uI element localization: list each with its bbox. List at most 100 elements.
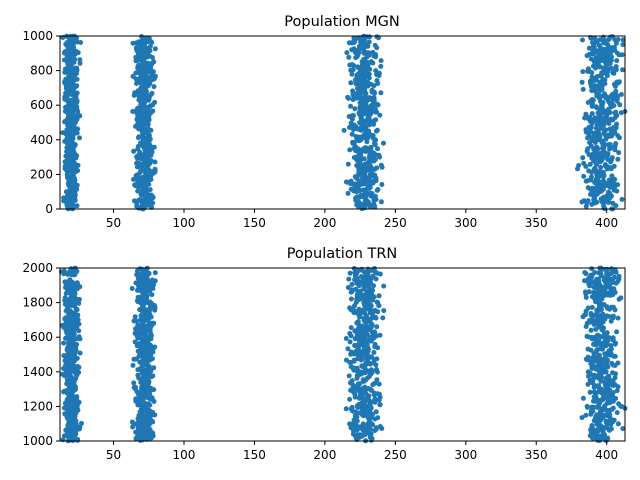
- data-point: [356, 200, 362, 205]
- data-point: [65, 156, 71, 162]
- data-point: [599, 57, 604, 63]
- data-point: [134, 318, 140, 324]
- x-tick-label: 250: [384, 216, 407, 230]
- data-point: [598, 99, 604, 105]
- data-point: [64, 287, 70, 292]
- data-point: [66, 371, 72, 377]
- data-point: [378, 162, 384, 168]
- data-point: [618, 295, 624, 301]
- data-point: [136, 179, 142, 185]
- data-point: [74, 182, 80, 188]
- data-point: [65, 280, 71, 286]
- data-point: [139, 378, 145, 383]
- data-point: [365, 161, 371, 167]
- data-point: [583, 412, 589, 418]
- data-point: [144, 367, 150, 372]
- data-point: [366, 346, 371, 352]
- data-point: [381, 140, 386, 146]
- data-point: [65, 64, 71, 70]
- data-point: [355, 268, 361, 274]
- data-point: [351, 46, 357, 52]
- data-point: [76, 300, 82, 306]
- data-point: [606, 314, 612, 319]
- data-point: [366, 167, 372, 173]
- data-point: [356, 325, 362, 331]
- y-tick-label: 1400: [22, 365, 53, 379]
- data-point: [363, 127, 369, 133]
- data-point: [376, 293, 382, 299]
- data-point: [133, 70, 139, 76]
- data-point: [145, 395, 151, 401]
- data-point: [361, 308, 367, 314]
- data-point: [374, 367, 379, 372]
- data-point: [611, 274, 617, 280]
- data-point: [359, 369, 365, 375]
- data-point: [151, 365, 157, 371]
- data-point: [64, 136, 70, 141]
- data-point: [378, 63, 384, 69]
- data-point: [66, 78, 72, 84]
- y-tick-label: 0: [45, 202, 53, 216]
- y-tick-label: 1000: [22, 29, 53, 43]
- data-point: [603, 418, 609, 424]
- data-point: [66, 73, 72, 79]
- data-point: [67, 109, 73, 115]
- data-point: [586, 45, 592, 51]
- data-point: [582, 115, 588, 121]
- data-point: [150, 286, 156, 291]
- data-point: [351, 141, 357, 147]
- data-point: [351, 35, 357, 41]
- data-point: [603, 116, 608, 122]
- data-point: [70, 197, 76, 203]
- data-point: [349, 187, 355, 193]
- data-point: [148, 177, 154, 182]
- data-point: [353, 286, 359, 292]
- data-point: [71, 175, 77, 181]
- data-point: [593, 150, 599, 156]
- data-point: [583, 356, 589, 362]
- y-axis: 0 200 400 600 800 1000: [22, 29, 60, 216]
- x-tick-label: 100: [173, 216, 196, 230]
- data-point: [348, 80, 354, 86]
- data-point: [594, 199, 600, 205]
- data-point: [356, 290, 362, 296]
- data-point: [360, 292, 365, 298]
- data-point: [66, 400, 72, 406]
- data-point: [74, 107, 80, 113]
- data-point: [130, 40, 136, 46]
- x-tick-label: 400: [595, 448, 618, 462]
- data-point: [608, 165, 614, 171]
- data-point: [359, 329, 365, 335]
- data-point: [68, 91, 73, 97]
- data-point: [353, 148, 359, 154]
- data-point: [373, 101, 379, 107]
- data-point: [367, 132, 373, 138]
- data-point: [346, 54, 352, 60]
- data-point: [594, 435, 600, 441]
- data-point: [140, 304, 146, 310]
- data-point: [137, 419, 143, 425]
- data-point: [64, 427, 70, 433]
- data-point: [356, 346, 362, 352]
- data-point: [355, 356, 361, 362]
- data-point: [353, 79, 359, 85]
- data-point: [147, 81, 153, 86]
- data-point: [148, 357, 154, 362]
- data-point: [590, 40, 595, 46]
- data-point: [72, 436, 78, 442]
- data-point: [357, 161, 363, 167]
- data-point: [140, 175, 146, 181]
- data-point: [72, 270, 77, 276]
- data-point: [362, 195, 368, 201]
- data-point: [367, 106, 372, 112]
- data-point: [590, 63, 596, 69]
- data-point: [135, 111, 141, 117]
- data-point: [131, 148, 137, 154]
- data-point: [580, 69, 586, 75]
- data-point: [601, 277, 607, 283]
- data-point: [71, 425, 77, 431]
- data-point: [374, 72, 380, 77]
- data-point: [604, 378, 610, 384]
- data-point: [362, 97, 368, 103]
- data-point: [371, 121, 377, 127]
